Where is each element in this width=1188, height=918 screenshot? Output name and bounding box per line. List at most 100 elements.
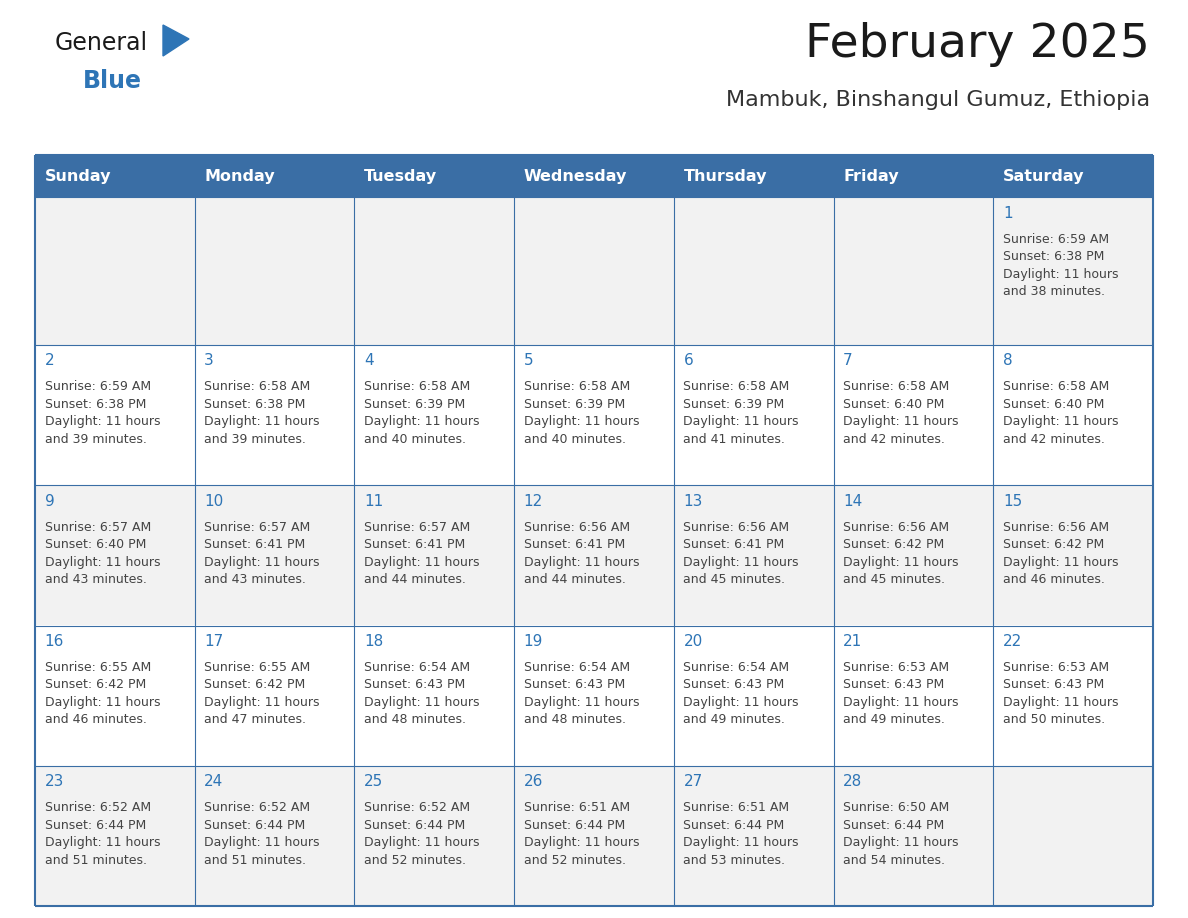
Text: Sunrise: 6:52 AM: Sunrise: 6:52 AM bbox=[364, 801, 470, 814]
Text: Daylight: 11 hours: Daylight: 11 hours bbox=[364, 836, 480, 849]
Bar bbox=[993, 625, 1154, 766]
Text: Sunrise: 6:54 AM: Sunrise: 6:54 AM bbox=[683, 661, 790, 674]
Text: Daylight: 11 hours: Daylight: 11 hours bbox=[204, 696, 320, 709]
Text: Sunset: 6:44 PM: Sunset: 6:44 PM bbox=[843, 819, 944, 832]
Bar bbox=[34, 766, 195, 906]
Text: Sunrise: 6:58 AM: Sunrise: 6:58 AM bbox=[524, 380, 630, 394]
Text: Sunrise: 6:51 AM: Sunrise: 6:51 AM bbox=[524, 801, 630, 814]
Bar bbox=[195, 766, 354, 906]
Text: and 40 minutes.: and 40 minutes. bbox=[364, 433, 466, 446]
Text: Sunrise: 6:51 AM: Sunrise: 6:51 AM bbox=[683, 801, 790, 814]
Text: and 42 minutes.: and 42 minutes. bbox=[843, 433, 944, 446]
Text: 28: 28 bbox=[843, 774, 862, 789]
Text: Daylight: 11 hours: Daylight: 11 hours bbox=[524, 696, 639, 709]
Text: 15: 15 bbox=[1003, 494, 1022, 509]
Text: 7: 7 bbox=[843, 353, 853, 368]
Text: and 51 minutes.: and 51 minutes. bbox=[204, 854, 307, 867]
Text: Daylight: 11 hours: Daylight: 11 hours bbox=[843, 696, 959, 709]
Text: 2: 2 bbox=[45, 353, 55, 368]
Bar bbox=[674, 197, 834, 345]
Text: and 42 minutes.: and 42 minutes. bbox=[1003, 433, 1105, 446]
Text: and 46 minutes.: and 46 minutes. bbox=[45, 713, 146, 726]
Text: and 40 minutes.: and 40 minutes. bbox=[524, 433, 626, 446]
Text: Sunrise: 6:54 AM: Sunrise: 6:54 AM bbox=[364, 661, 470, 674]
Text: and 43 minutes.: and 43 minutes. bbox=[45, 573, 146, 587]
Text: Sunset: 6:43 PM: Sunset: 6:43 PM bbox=[524, 678, 625, 691]
Text: Sunrise: 6:56 AM: Sunrise: 6:56 AM bbox=[683, 521, 790, 533]
Text: Daylight: 11 hours: Daylight: 11 hours bbox=[1003, 268, 1118, 281]
Text: Daylight: 11 hours: Daylight: 11 hours bbox=[45, 416, 160, 429]
Text: 17: 17 bbox=[204, 634, 223, 649]
Bar bbox=[195, 197, 354, 345]
Text: Daylight: 11 hours: Daylight: 11 hours bbox=[683, 416, 800, 429]
Bar bbox=[834, 345, 993, 486]
Text: Tuesday: Tuesday bbox=[364, 169, 437, 184]
Text: Sunset: 6:38 PM: Sunset: 6:38 PM bbox=[1003, 251, 1104, 263]
Text: Sunset: 6:42 PM: Sunset: 6:42 PM bbox=[843, 538, 944, 551]
Text: and 50 minutes.: and 50 minutes. bbox=[1003, 713, 1105, 726]
Text: and 49 minutes.: and 49 minutes. bbox=[683, 713, 785, 726]
Text: Sunset: 6:43 PM: Sunset: 6:43 PM bbox=[1003, 678, 1104, 691]
Text: and 52 minutes.: and 52 minutes. bbox=[364, 854, 466, 867]
Text: and 52 minutes.: and 52 minutes. bbox=[524, 854, 626, 867]
Text: and 48 minutes.: and 48 minutes. bbox=[364, 713, 466, 726]
Text: Sunrise: 6:53 AM: Sunrise: 6:53 AM bbox=[1003, 661, 1108, 674]
Text: Sunrise: 6:56 AM: Sunrise: 6:56 AM bbox=[843, 521, 949, 533]
Polygon shape bbox=[163, 25, 189, 56]
Text: Sunrise: 6:56 AM: Sunrise: 6:56 AM bbox=[524, 521, 630, 533]
Text: Sunrise: 6:57 AM: Sunrise: 6:57 AM bbox=[45, 521, 151, 533]
Text: and 45 minutes.: and 45 minutes. bbox=[843, 573, 946, 587]
Text: Sunset: 6:43 PM: Sunset: 6:43 PM bbox=[843, 678, 944, 691]
Bar bbox=[674, 155, 834, 197]
Text: 21: 21 bbox=[843, 634, 862, 649]
Text: Sunset: 6:40 PM: Sunset: 6:40 PM bbox=[843, 397, 944, 411]
Text: Sunset: 6:40 PM: Sunset: 6:40 PM bbox=[1003, 397, 1104, 411]
Bar bbox=[195, 625, 354, 766]
Text: Sunrise: 6:52 AM: Sunrise: 6:52 AM bbox=[45, 801, 151, 814]
Bar bbox=[674, 766, 834, 906]
Text: and 53 minutes.: and 53 minutes. bbox=[683, 854, 785, 867]
Text: Mambuk, Binshangul Gumuz, Ethiopia: Mambuk, Binshangul Gumuz, Ethiopia bbox=[726, 90, 1150, 110]
Text: 14: 14 bbox=[843, 494, 862, 509]
Bar bbox=[834, 766, 993, 906]
Bar bbox=[834, 625, 993, 766]
Text: Sunrise: 6:57 AM: Sunrise: 6:57 AM bbox=[364, 521, 470, 533]
Text: February 2025: February 2025 bbox=[805, 22, 1150, 67]
Bar bbox=[514, 486, 674, 625]
Text: 18: 18 bbox=[364, 634, 384, 649]
Bar bbox=[834, 155, 993, 197]
Bar bbox=[993, 197, 1154, 345]
Text: Sunset: 6:40 PM: Sunset: 6:40 PM bbox=[45, 538, 146, 551]
Text: Sunset: 6:41 PM: Sunset: 6:41 PM bbox=[364, 538, 466, 551]
Bar bbox=[674, 625, 834, 766]
Bar bbox=[34, 486, 195, 625]
Bar bbox=[993, 766, 1154, 906]
Text: Sunrise: 6:58 AM: Sunrise: 6:58 AM bbox=[1003, 380, 1110, 394]
Bar bbox=[354, 155, 514, 197]
Text: Daylight: 11 hours: Daylight: 11 hours bbox=[524, 555, 639, 568]
Text: Sunset: 6:44 PM: Sunset: 6:44 PM bbox=[45, 819, 146, 832]
Text: Sunset: 6:41 PM: Sunset: 6:41 PM bbox=[524, 538, 625, 551]
Text: Sunset: 6:38 PM: Sunset: 6:38 PM bbox=[204, 397, 305, 411]
Text: Sunrise: 6:58 AM: Sunrise: 6:58 AM bbox=[843, 380, 949, 394]
Text: Daylight: 11 hours: Daylight: 11 hours bbox=[364, 555, 480, 568]
Text: 4: 4 bbox=[364, 353, 374, 368]
Text: Daylight: 11 hours: Daylight: 11 hours bbox=[1003, 416, 1118, 429]
Text: Sunset: 6:39 PM: Sunset: 6:39 PM bbox=[683, 397, 785, 411]
Text: Sunrise: 6:54 AM: Sunrise: 6:54 AM bbox=[524, 661, 630, 674]
Text: 12: 12 bbox=[524, 494, 543, 509]
Text: Daylight: 11 hours: Daylight: 11 hours bbox=[683, 836, 800, 849]
Text: and 54 minutes.: and 54 minutes. bbox=[843, 854, 946, 867]
Bar bbox=[354, 345, 514, 486]
Text: 20: 20 bbox=[683, 634, 702, 649]
Text: 10: 10 bbox=[204, 494, 223, 509]
Bar bbox=[34, 155, 195, 197]
Text: Sunset: 6:44 PM: Sunset: 6:44 PM bbox=[683, 819, 785, 832]
Text: Saturday: Saturday bbox=[1003, 169, 1085, 184]
Bar bbox=[195, 345, 354, 486]
Text: 27: 27 bbox=[683, 774, 702, 789]
Bar bbox=[195, 486, 354, 625]
Text: Sunrise: 6:50 AM: Sunrise: 6:50 AM bbox=[843, 801, 949, 814]
Text: 5: 5 bbox=[524, 353, 533, 368]
Text: and 48 minutes.: and 48 minutes. bbox=[524, 713, 626, 726]
